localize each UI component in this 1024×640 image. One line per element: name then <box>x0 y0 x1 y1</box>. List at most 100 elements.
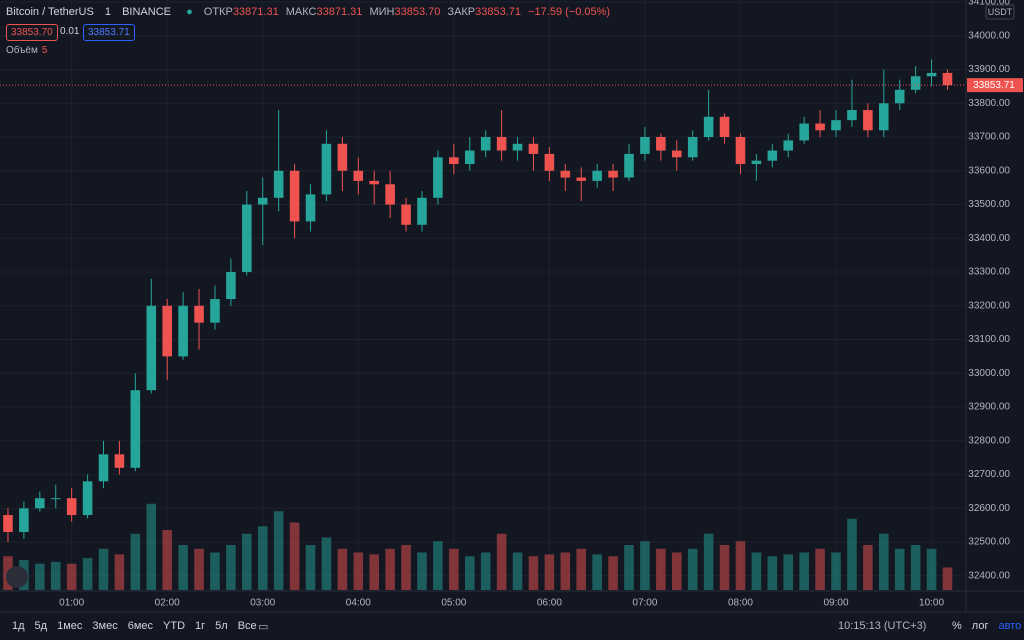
toolbar-button[interactable]: 6мес <box>127 620 154 632</box>
interval[interactable]: 1 <box>104 6 112 18</box>
options: % лог авто <box>952 620 1024 632</box>
toolbar-button[interactable]: лог <box>971 620 989 632</box>
toolbar-button[interactable]: 5л <box>215 620 228 632</box>
x-tick-label: 02:00 <box>155 598 180 609</box>
volume-bar <box>879 533 889 590</box>
toolbar-button[interactable]: 1д <box>12 620 25 632</box>
volume-bar <box>210 552 220 590</box>
legend-label: ОТКР <box>203 6 233 18</box>
toolbar-button[interactable]: 3мес <box>92 620 118 632</box>
volume-bar <box>528 556 539 590</box>
candle-body <box>385 184 395 205</box>
last-price-tag <box>967 78 1023 93</box>
logo <box>6 566 28 588</box>
x-tick-label: 06:00 <box>537 598 562 609</box>
x-tick-label: 09:00 <box>823 598 848 609</box>
candle-body <box>146 305 157 391</box>
volume-bar <box>592 554 602 590</box>
volume-legend: Объём 5 <box>6 45 51 56</box>
volume-bar <box>305 545 316 590</box>
volume-bar <box>337 548 348 590</box>
volume-bar <box>656 548 666 590</box>
volume-bar <box>735 541 746 590</box>
y-tick-label: 33000.00 <box>968 368 1010 379</box>
candle-body <box>194 305 204 323</box>
toolbar-button[interactable]: авто <box>998 620 1022 632</box>
x-tick-label: 05:00 <box>441 598 466 609</box>
volume-bar <box>608 556 618 590</box>
candle-body <box>528 143 539 154</box>
volume-bar <box>178 545 188 590</box>
legend-value: 33853.70 <box>394 6 441 18</box>
volume-bar <box>751 552 762 590</box>
volume-bar <box>353 552 364 590</box>
y-tick-label: 32700.00 <box>968 469 1010 480</box>
x-tick-label: 01:00 <box>59 598 84 609</box>
candle-body <box>464 150 475 165</box>
x-tick-label: 07:00 <box>632 598 657 609</box>
last-price-label: 33853.71 <box>973 80 1015 91</box>
legend-value: 33853.71 <box>475 6 522 18</box>
candle-body <box>608 170 618 178</box>
candle-body <box>894 89 905 104</box>
legend-value: 33871.31 <box>232 6 279 18</box>
volume-bar <box>114 554 125 590</box>
volume-bar <box>863 545 873 590</box>
currency-label: USDT <box>988 7 1013 17</box>
volume-bar <box>194 548 204 590</box>
volume-bar <box>640 541 650 590</box>
y-tick-label: 33700.00 <box>968 132 1010 143</box>
volume-bar <box>257 526 268 590</box>
volume-bar <box>242 533 252 590</box>
clock: 10:15:13 (UTC+3) <box>838 620 927 632</box>
y-tick-label: 33600.00 <box>968 165 1010 176</box>
volume-bar <box>910 545 921 590</box>
candle-body <box>178 305 188 357</box>
y-tick-label: 32400.00 <box>968 570 1010 581</box>
buy-box[interactable]: 33853.71 <box>83 24 135 41</box>
toolbar-button[interactable]: 5д <box>34 620 48 632</box>
volume-bar <box>496 533 507 590</box>
toolbar-button[interactable]: 1мес <box>57 620 83 632</box>
candle-body <box>114 454 125 468</box>
y-tick-label: 33900.00 <box>968 64 1010 75</box>
x-tick-label: 08:00 <box>728 598 753 609</box>
candle-body <box>719 116 730 138</box>
candle-body <box>496 137 507 151</box>
volume-bar <box>162 530 172 590</box>
candle-body <box>257 197 268 205</box>
volume-bar <box>321 537 332 590</box>
candle-body <box>433 157 443 198</box>
currency-box <box>985 4 1015 20</box>
candle-body <box>353 170 364 181</box>
volume-bar <box>624 545 634 590</box>
candle-body <box>656 137 666 151</box>
volume-bar <box>719 545 730 590</box>
candle-body <box>305 194 316 222</box>
y-tick-label: 34100.00 <box>968 0 1010 8</box>
y-tick-label: 33300.00 <box>968 267 1010 278</box>
volume-value: 5 <box>41 45 48 56</box>
toolbar-button[interactable]: 1г <box>195 620 206 632</box>
candle-body <box>242 204 252 273</box>
sell-box[interactable]: 33853.70 <box>6 24 58 41</box>
calendar-icon[interactable]: ▭ <box>258 621 269 633</box>
y-tick-label: 34000.00 <box>968 30 1010 41</box>
spread: 0.01 <box>60 26 80 37</box>
candle-body <box>767 150 778 161</box>
toolbar-button[interactable]: Все <box>237 620 257 632</box>
candle-body <box>910 76 921 90</box>
exchange: BINANCE <box>122 6 171 18</box>
volume-bar <box>385 548 395 590</box>
toolbar-button[interactable]: YTD <box>163 620 186 632</box>
candle-body <box>162 305 172 357</box>
volume-bar <box>226 545 236 590</box>
volume-bar <box>687 548 698 590</box>
volume-bar <box>464 556 475 590</box>
candle-body <box>480 137 491 151</box>
toolbar-button[interactable]: % <box>952 620 962 632</box>
symbol[interactable]: Bitcoin / TetherUS <box>6 6 94 18</box>
candle-body <box>926 72 937 77</box>
volume-bar <box>942 567 953 590</box>
